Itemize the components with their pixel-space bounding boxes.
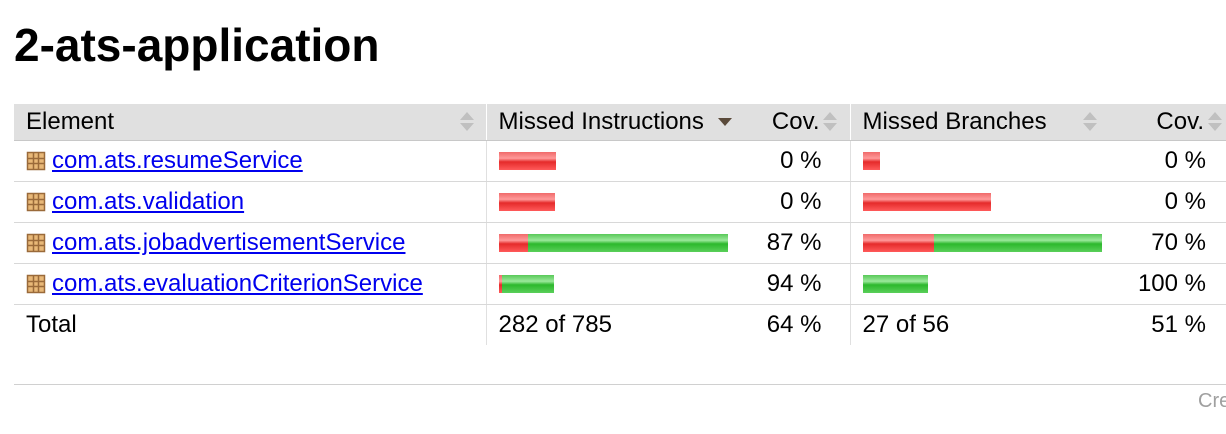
package-link[interactable]: com.ats.resumeService: [52, 147, 303, 174]
total-missed-branches: 27 of 56: [849, 304, 1114, 345]
header-instructions-coverage-label: Cov.: [771, 108, 820, 135]
missed-branches-cell: [849, 263, 1114, 305]
branches-coverage-cell: 0 %: [1114, 181, 1226, 223]
element-cell: com.ats.validation: [14, 181, 486, 223]
instructions-covered-bar: [501, 275, 554, 293]
branches-bar: [862, 151, 1103, 171]
package-icon: [26, 191, 46, 212]
table-row: com.ats.resumeService 0 % 0 %: [14, 140, 1226, 182]
branches-coverage-cell: 0 %: [1114, 140, 1226, 182]
footer-created-text: Cre: [1198, 390, 1226, 412]
header-missed-instructions-label: Missed Instructions: [498, 108, 704, 135]
header-missed-instructions[interactable]: Missed Instructions: [485, 104, 740, 141]
branches-bar: [862, 274, 1103, 294]
table-row: com.ats.jobadvertisementService 87 % 70 %: [14, 222, 1226, 264]
package-link[interactable]: com.ats.jobadvertisementService: [52, 229, 406, 256]
sort-arrows-icon[interactable]: [460, 112, 474, 132]
header-branches-coverage-label: Cov.: [1156, 108, 1204, 135]
missed-instructions-cell: [485, 222, 740, 264]
branches-covered-bar: [862, 275, 928, 293]
header-element-label: Element: [26, 108, 115, 135]
package-icon: [26, 273, 46, 294]
package-link[interactable]: com.ats.validation: [52, 188, 245, 215]
instructions-coverage-cell: 94 %: [740, 263, 850, 305]
header-branches-coverage[interactable]: Cov.: [1114, 104, 1226, 141]
instructions-bar: [498, 274, 729, 294]
footer-divider: [14, 384, 1226, 385]
instructions-bar: [498, 192, 729, 212]
instructions-missed-bar: [498, 152, 556, 170]
missed-branches-cell: [849, 222, 1114, 264]
page-title: 2-ats-application: [14, 19, 380, 71]
header-missed-branches[interactable]: Missed Branches: [849, 104, 1114, 141]
header-missed-branches-label: Missed Branches: [862, 108, 1047, 135]
element-cell: com.ats.evaluationCriterionService: [14, 263, 486, 305]
branches-missed-bar: [862, 234, 935, 252]
package-link[interactable]: com.ats.evaluationCriterionService: [52, 270, 423, 297]
branches-missed-bar: [862, 193, 991, 211]
sort-descending-icon[interactable]: [717, 112, 732, 132]
branches-bar: [862, 233, 1102, 253]
instructions-coverage-cell: 0 %: [740, 181, 850, 223]
element-cell: com.ats.resumeService: [14, 140, 486, 182]
branches-coverage-cell: 100 %: [1114, 263, 1226, 305]
instructions-coverage-cell: 0 %: [740, 140, 850, 182]
missed-instructions-cell: [485, 181, 740, 223]
missed-branches-cell: [849, 140, 1114, 182]
table-row: com.ats.evaluationCriterionService 94 % 10…: [14, 263, 1226, 305]
sort-arrows-icon[interactable]: [1208, 112, 1222, 132]
branches-coverage-cell: 70 %: [1114, 222, 1226, 264]
table-footer: Total 282 of 785 64 % 27 of 56 51 %: [14, 304, 1226, 345]
instructions-missed-bar: [498, 193, 555, 211]
package-icon: [26, 150, 46, 171]
branches-missed-bar: [862, 152, 880, 170]
total-instructions-coverage: 64 %: [766, 311, 822, 338]
total-missed-instructions: 282 of 785: [485, 304, 740, 345]
instructions-missed-bar: [498, 275, 502, 293]
instructions-missed-bar: [498, 234, 529, 252]
instructions-coverage-cell: 87 %: [740, 222, 850, 264]
table-body: com.ats.resumeService 0 % 0 % com.ats.valid…: [14, 140, 1226, 305]
element-cell: com.ats.jobadvertisementService: [14, 222, 486, 264]
missed-instructions-cell: [485, 140, 740, 182]
instructions-bar: [498, 233, 728, 253]
instructions-bar: [498, 151, 729, 171]
header-element[interactable]: Element: [14, 104, 486, 141]
sort-arrows-icon[interactable]: [1082, 112, 1097, 132]
instructions-covered-bar: [528, 234, 728, 252]
package-icon: [26, 232, 46, 253]
total-row: Total 282 of 785 64 % 27 of 56 51 %: [14, 304, 1226, 345]
missed-instructions-cell: [485, 263, 740, 305]
header-instructions-coverage[interactable]: Cov.: [740, 104, 850, 141]
branches-bar: [862, 192, 1103, 212]
sort-arrows-icon[interactable]: [823, 112, 837, 132]
table-header: Element Missed Instructions Cov. Missed …: [14, 104, 1226, 141]
table-row: com.ats.validation 0 % 0 %: [14, 181, 1226, 223]
missed-branches-cell: [849, 181, 1114, 223]
total-label: Total: [26, 311, 77, 338]
branches-covered-bar: [934, 234, 1102, 252]
total-branches-coverage: 51 %: [1151, 311, 1206, 338]
coverage-table: Element Missed Instructions Cov. Missed …: [14, 104, 1226, 345]
